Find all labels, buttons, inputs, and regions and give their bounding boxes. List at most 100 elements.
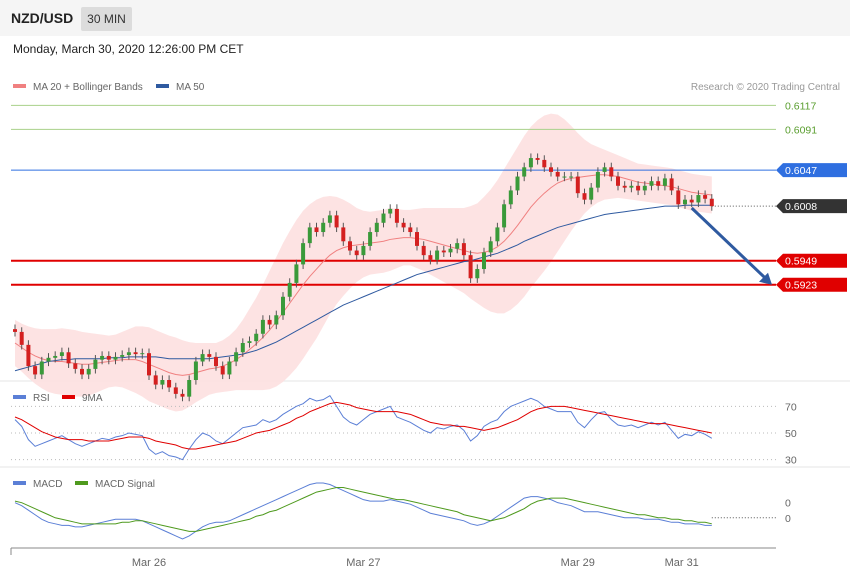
legend-label: MA 50 (176, 82, 205, 93)
candle-body (502, 204, 507, 228)
candle-body (19, 331, 24, 345)
level-label: 0.6008 (785, 201, 817, 213)
candle-body (415, 232, 419, 246)
forecast-arrow-head (759, 272, 772, 285)
candle-body (106, 355, 111, 360)
x-tick-label: Mar 31 (665, 557, 699, 569)
candle-body (53, 355, 58, 358)
legend-label: MACD (33, 479, 62, 490)
candle-body (173, 387, 178, 394)
candle-body (622, 185, 627, 188)
candle-body (294, 264, 299, 283)
candle-body (13, 329, 17, 332)
candle-body (368, 232, 373, 246)
candle-body (66, 352, 71, 364)
candle-body (126, 352, 131, 356)
candle-body (381, 213, 386, 223)
candle-body (267, 319, 272, 325)
candle-body (160, 380, 165, 385)
candle-body (495, 227, 500, 242)
candle-body (709, 198, 714, 207)
candle-body (187, 380, 192, 397)
chart-datetime: Monday, March 30, 2020 12:26:00 PM CET (13, 42, 244, 56)
candle-body (475, 269, 480, 279)
rsi-line (14, 394, 713, 461)
legend-swatch (156, 84, 169, 88)
timeframe-button[interactable]: 30 MIN (81, 7, 132, 31)
legend-label: MACD Signal (95, 479, 155, 490)
candle-body (575, 176, 580, 194)
candle-body (388, 208, 393, 214)
candle-body (59, 352, 64, 356)
candle-body (629, 185, 634, 188)
candle-body (274, 315, 279, 325)
bollinger-band (15, 113, 712, 412)
level-tag (776, 163, 847, 178)
candle-body (220, 366, 225, 375)
candle-body (247, 341, 252, 344)
candle-body (113, 356, 118, 360)
candle-body (569, 176, 574, 178)
candle-body (214, 356, 218, 367)
candle-body (649, 181, 654, 186)
candle-body (669, 178, 674, 191)
legend-label: 9MA (82, 393, 103, 404)
candle-body (348, 241, 352, 251)
x-tick-label: Mar 27 (346, 557, 380, 569)
level-tag (776, 199, 847, 214)
candle-body (193, 361, 198, 380)
candle-body (535, 158, 540, 160)
candle-body (522, 167, 527, 177)
candle-body (562, 176, 567, 178)
level-label: 0.5923 (785, 280, 817, 292)
candle-body (321, 222, 326, 233)
candle-body (140, 353, 145, 355)
candle-body (662, 178, 667, 186)
candle-body (394, 208, 399, 223)
legend-label: RSI (33, 393, 50, 404)
research-credit: Research © 2020 Trading Central (691, 82, 840, 93)
candle-body (301, 243, 306, 265)
candle-body (609, 167, 614, 177)
candle-body (354, 250, 359, 256)
candle-body (234, 352, 239, 362)
candle-body (683, 199, 687, 205)
candle-body (180, 393, 185, 397)
forecast-arrow-shaft (690, 206, 769, 281)
candle-body (39, 361, 44, 375)
candle-body (314, 227, 319, 233)
symbol-title: NZD/USD (11, 10, 74, 26)
candle-body (636, 185, 641, 191)
candle-body (207, 354, 212, 357)
level-label: 0.5949 (785, 256, 817, 268)
x-tick-label: Mar 26 (132, 557, 166, 569)
macd-tick-label: 0 (785, 498, 791, 510)
rsi-level-label: 30 (785, 455, 797, 467)
legend-swatch (13, 481, 26, 485)
candle-body (227, 361, 232, 375)
candle-body (582, 193, 587, 200)
candle-body (488, 241, 493, 253)
macd-line (14, 482, 712, 540)
candle-body (428, 255, 433, 260)
candle-body (408, 227, 413, 233)
rsi-level-label: 50 (785, 428, 797, 440)
level-label: 0.6117 (785, 100, 816, 112)
candle-body (33, 366, 38, 375)
candle-body (100, 355, 105, 360)
macd-signal-line (14, 487, 712, 532)
candle-body (327, 215, 332, 223)
candle-body (549, 167, 553, 172)
candle-body (435, 250, 440, 260)
candle-body (46, 357, 51, 362)
candle-body (461, 243, 466, 256)
ma50-line (14, 204, 712, 372)
candle-body (307, 227, 312, 244)
chart-header: NZD/USD 30 MIN (0, 0, 850, 36)
candle-body (703, 195, 708, 199)
candle-body (341, 227, 346, 242)
candle-body (616, 176, 620, 186)
candle-body (676, 190, 681, 205)
candle-body (240, 343, 245, 353)
